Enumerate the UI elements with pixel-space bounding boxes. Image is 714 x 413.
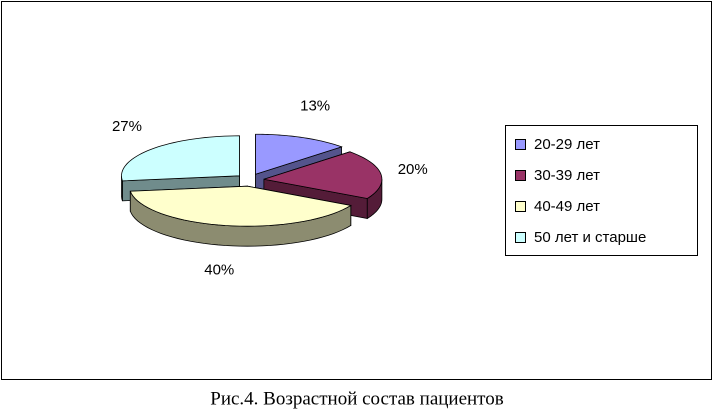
legend-swatch	[515, 139, 526, 150]
legend-swatch	[515, 232, 526, 243]
legend-label: 40-49 лет	[534, 198, 600, 215]
legend-swatch	[515, 170, 526, 181]
legend-label: 30-39 лет	[534, 167, 600, 184]
legend-swatch	[515, 201, 526, 212]
legend-label: 50 лет и старше	[534, 229, 646, 246]
pie-slice	[121, 135, 240, 182]
legend-label: 20-29 лет	[534, 136, 600, 153]
legend-box	[505, 125, 698, 256]
data-label: 20%	[398, 161, 428, 178]
data-label: 27%	[112, 118, 142, 135]
pie-slice	[129, 185, 352, 227]
pie-slice	[255, 133, 343, 175]
chart-caption: Рис.4. Возрастной состав пациентов	[210, 388, 503, 409]
data-label: 40%	[204, 262, 234, 279]
pie-slice	[263, 151, 383, 199]
data-label: 13%	[300, 98, 330, 115]
